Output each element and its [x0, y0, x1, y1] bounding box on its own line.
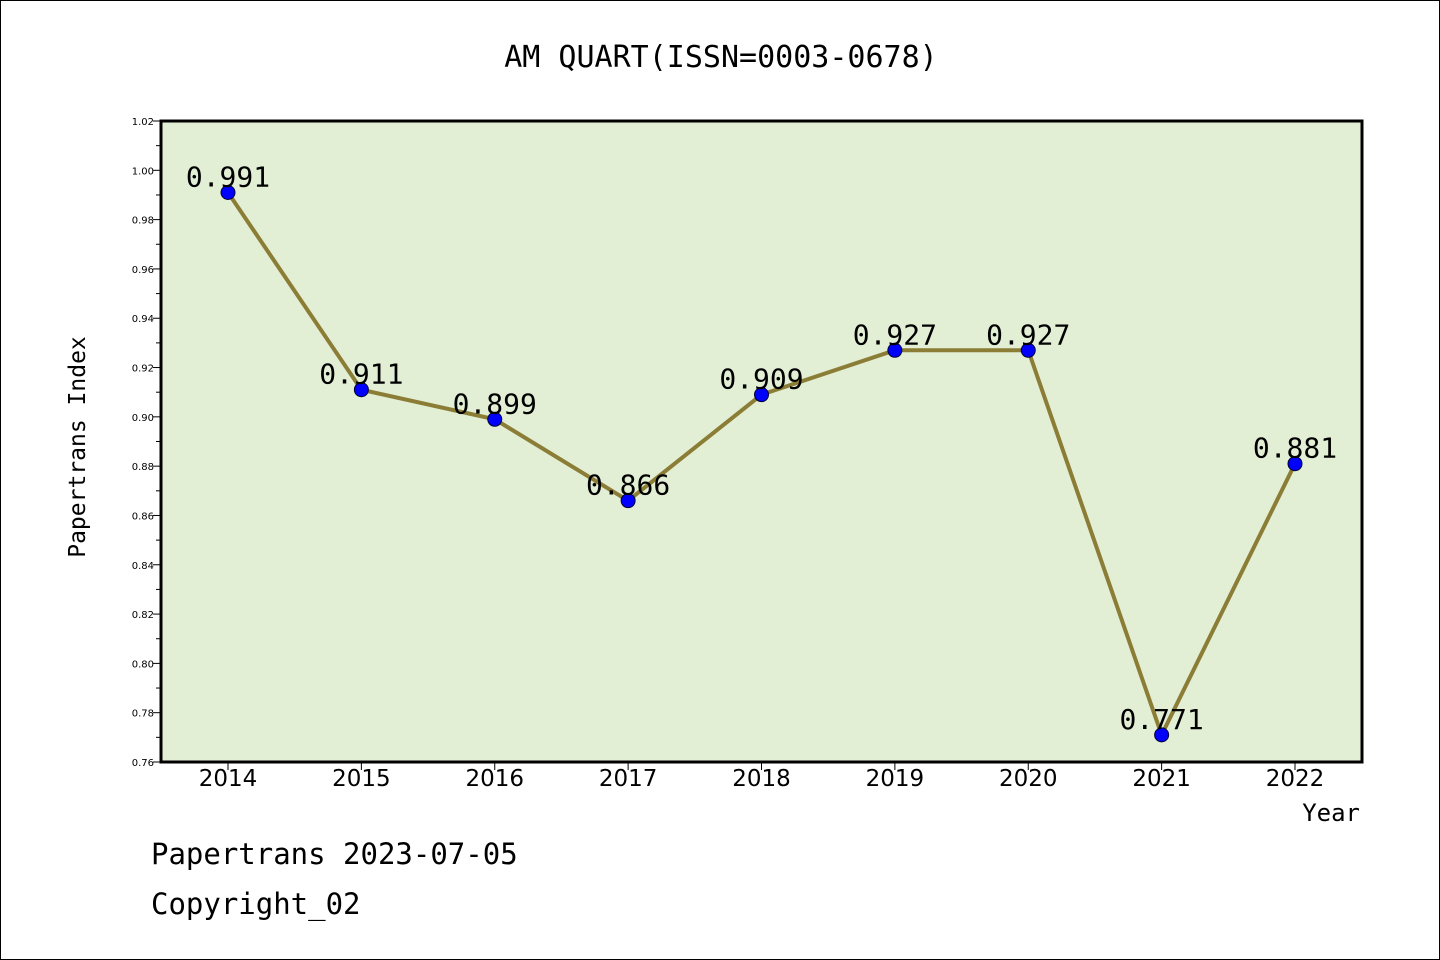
- x-axis: 2014 2015 2016 2017 2018 2019 2020 2021 2022: [199, 762, 1325, 792]
- y-tick-label: 0.92: [132, 364, 154, 375]
- data-label: 0.909: [719, 363, 803, 396]
- data-label: 0.991: [186, 160, 270, 193]
- y-tick-label: 0.94: [132, 314, 154, 325]
- series-line-group: [220, 184, 1303, 743]
- data-point-marker: [1287, 456, 1303, 472]
- x-tick-label: 2020: [999, 766, 1058, 792]
- chart-title: AM QUART(ISSN=0003-0678): [504, 40, 937, 75]
- footer-date: Papertrans 2023-07-05: [151, 837, 518, 871]
- y-tick-label: 0.98: [132, 216, 154, 227]
- x-tick-label: 2022: [1266, 766, 1325, 792]
- x-tick-label: 2018: [732, 766, 791, 792]
- data-point-marker: [220, 184, 236, 200]
- footer-copyright: Copyright_02: [151, 887, 361, 921]
- data-label: 0.866: [586, 469, 670, 502]
- plot-area: [159, 119, 1364, 764]
- data-label: 0.927: [853, 318, 937, 351]
- x-tick-label: 2017: [599, 766, 658, 792]
- y-tick-label: 1.02: [132, 117, 154, 128]
- data-point-marker: [353, 382, 369, 398]
- y-tick-label: 0.78: [132, 709, 154, 720]
- y-tick-label: 0.86: [132, 511, 154, 522]
- data-label: 0.899: [453, 387, 537, 420]
- x-tick-label: 2021: [1132, 766, 1191, 792]
- data-label-group: 0.991 0.911 0.899 0.866 0.909 0.927 0.927 0.771…: [186, 160, 1337, 735]
- data-point-marker: [1154, 727, 1170, 743]
- y-tick-label: 0.84: [132, 561, 154, 572]
- data-label: 0.881: [1253, 432, 1337, 465]
- y-axis: 0.76 0.78 0.80 0.82 0.84 0.86 0.88 0.90 0.92 0.94…: [132, 117, 161, 769]
- x-tick-label: 2015: [332, 766, 391, 792]
- data-point-marker: [754, 387, 769, 403]
- y-tick-label: 0.96: [132, 265, 154, 276]
- x-tick-label: 2014: [199, 766, 258, 792]
- data-point-marker: [487, 411, 503, 427]
- data-label: 0.911: [319, 358, 403, 391]
- x-tick-label: 2019: [866, 766, 925, 792]
- data-point-marker: [620, 493, 636, 509]
- x-axis-label: Year: [1302, 799, 1360, 827]
- data-label: 0.927: [986, 318, 1070, 351]
- y-tick-label: 0.82: [132, 610, 154, 621]
- y-tick-label: 1.00: [132, 166, 154, 177]
- data-point-marker: [1020, 342, 1036, 358]
- x-tick-label: 2016: [465, 766, 524, 792]
- data-point-marker: [887, 342, 903, 358]
- y-tick-label: 0.90: [132, 413, 154, 424]
- data-label: 0.771: [1119, 703, 1203, 736]
- y-tick-label: 0.80: [132, 659, 154, 670]
- y-tick-label: 0.76: [132, 758, 154, 769]
- y-axis-label: Papertrans Index: [65, 336, 91, 558]
- y-tick-label: 0.88: [132, 462, 154, 473]
